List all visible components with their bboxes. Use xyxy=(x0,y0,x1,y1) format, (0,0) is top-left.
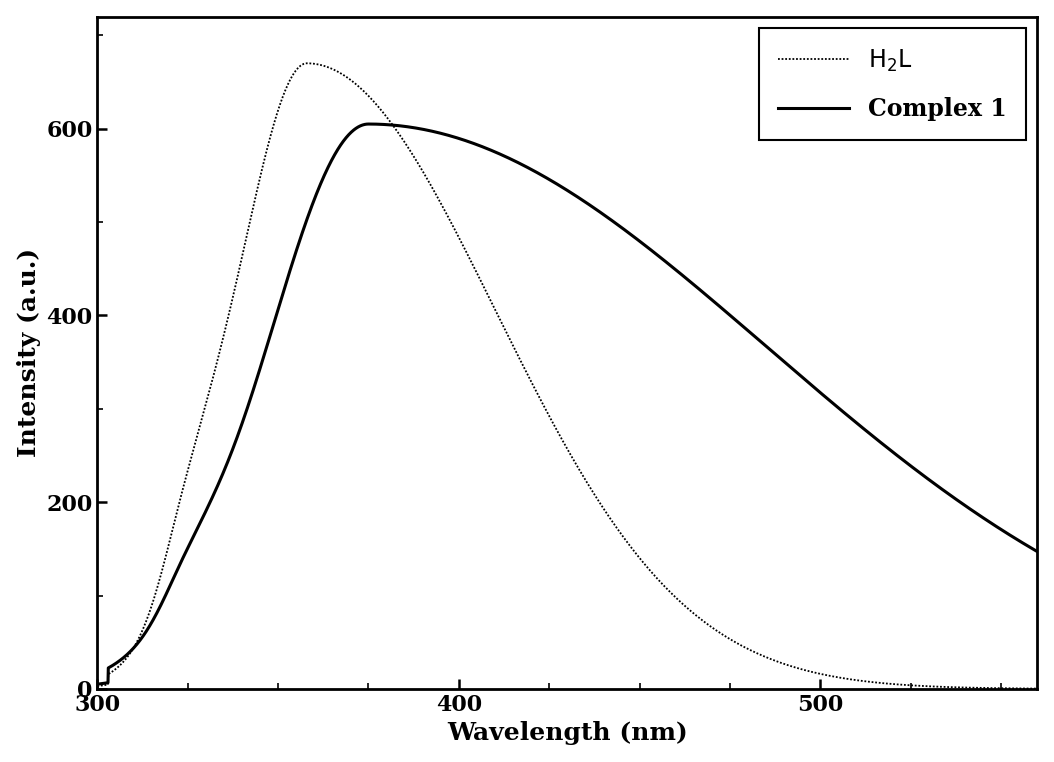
$\mathrm{H_2L}$ xyxy=(912,681,924,690)
Complex 1 xyxy=(912,467,924,476)
$\mathrm{H_2L}$ xyxy=(1031,684,1043,693)
X-axis label: Wavelength (nm): Wavelength (nm) xyxy=(447,722,687,745)
Y-axis label: Intensity (a.u.): Intensity (a.u.) xyxy=(17,248,41,457)
Line: Complex 1: Complex 1 xyxy=(97,124,1037,684)
$\mathrm{H_2L}$ xyxy=(1013,684,1026,693)
$\mathrm{H_2L}$ xyxy=(91,681,103,690)
Complex 1 xyxy=(254,363,267,372)
Complex 1 xyxy=(452,133,465,142)
Legend: $\mathrm{H_2L}$, Complex 1: $\mathrm{H_2L}$, Complex 1 xyxy=(759,28,1026,140)
Complex 1 xyxy=(1013,536,1026,546)
$\mathrm{H_2L}$ xyxy=(254,171,267,181)
$\mathrm{H_2L}$ xyxy=(198,405,211,414)
$\mathrm{H_2L}$ xyxy=(492,312,505,322)
Complex 1 xyxy=(363,120,375,129)
Complex 1 xyxy=(1031,547,1043,556)
Complex 1 xyxy=(91,680,103,689)
$\mathrm{H_2L}$ xyxy=(300,59,313,68)
Complex 1 xyxy=(492,149,505,158)
$\mathrm{H_2L}$ xyxy=(452,232,465,241)
Line: $\mathrm{H_2L}$: $\mathrm{H_2L}$ xyxy=(97,63,1037,689)
Complex 1 xyxy=(198,509,211,518)
